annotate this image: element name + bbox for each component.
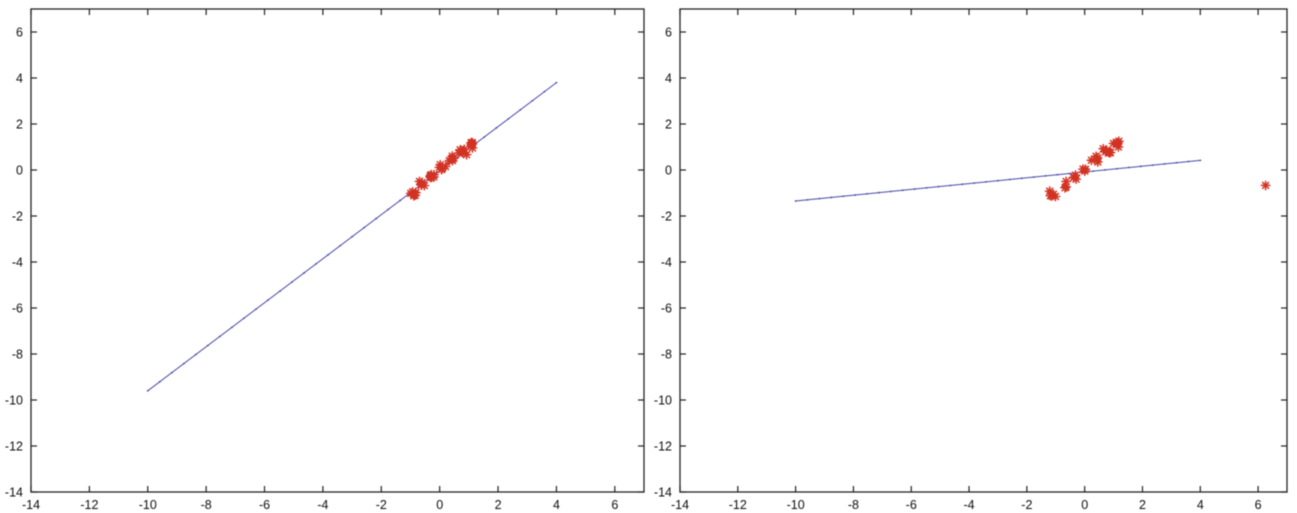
svg-text:-14: -14	[654, 485, 672, 499]
svg-text:-2: -2	[1021, 498, 1032, 512]
svg-text:-8: -8	[12, 347, 23, 361]
svg-text:-8: -8	[201, 498, 212, 512]
svg-text:4: 4	[1197, 498, 1204, 512]
svg-text:6: 6	[1255, 498, 1262, 512]
svg-text:0: 0	[1081, 498, 1088, 512]
svg-text:-2: -2	[661, 209, 672, 223]
svg-text:-14: -14	[5, 485, 23, 499]
svg-text:-4: -4	[12, 255, 23, 269]
svg-text:-10: -10	[139, 498, 157, 512]
svg-text:4: 4	[553, 498, 560, 512]
svg-text:-12: -12	[729, 498, 747, 512]
svg-text:0: 0	[16, 163, 23, 177]
svg-text:-6: -6	[661, 301, 672, 315]
svg-text:6: 6	[611, 498, 618, 512]
svg-text:4: 4	[16, 71, 23, 85]
svg-text:-6: -6	[906, 498, 917, 512]
svg-text:-6: -6	[259, 498, 270, 512]
svg-text:-4: -4	[963, 498, 974, 512]
svg-text:-2: -2	[376, 498, 387, 512]
svg-text:-14: -14	[22, 498, 40, 512]
svg-text:-2: -2	[12, 209, 23, 223]
svg-text:2: 2	[495, 498, 502, 512]
svg-text:-12: -12	[80, 498, 98, 512]
svg-text:-12: -12	[654, 439, 672, 453]
svg-text:2: 2	[1139, 498, 1146, 512]
svg-text:-10: -10	[5, 393, 23, 407]
svg-text:-8: -8	[661, 347, 672, 361]
svg-text:4: 4	[665, 71, 672, 85]
svg-text:-6: -6	[12, 301, 23, 315]
svg-text:-4: -4	[661, 255, 672, 269]
svg-text:0: 0	[665, 163, 672, 177]
svg-text:0: 0	[436, 498, 443, 512]
svg-text:-14: -14	[671, 498, 689, 512]
svg-text:-10: -10	[787, 498, 805, 512]
svg-text:-8: -8	[848, 498, 859, 512]
svg-text:-10: -10	[654, 393, 672, 407]
svg-text:6: 6	[16, 25, 23, 39]
svg-text:-4: -4	[317, 498, 328, 512]
svg-text:2: 2	[665, 117, 672, 131]
svg-text:2: 2	[16, 117, 23, 131]
svg-text:-12: -12	[5, 439, 23, 453]
svg-text:6: 6	[665, 25, 672, 39]
